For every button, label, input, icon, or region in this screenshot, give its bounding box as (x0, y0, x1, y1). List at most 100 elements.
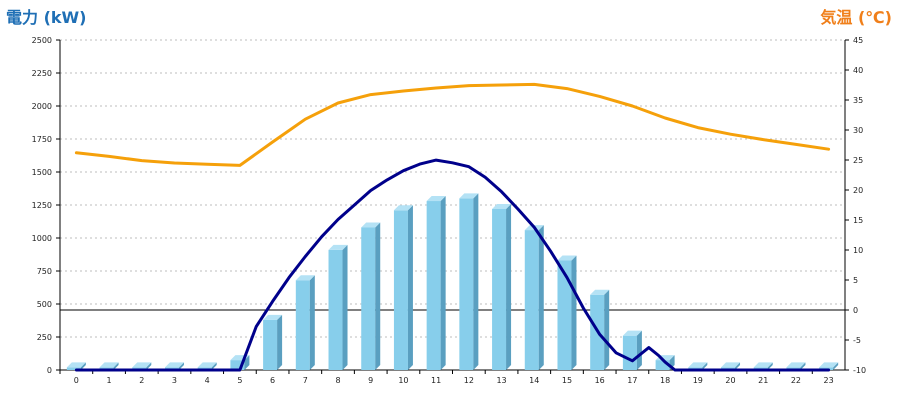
x-tick-label: 14 (529, 376, 539, 385)
bar-top (197, 362, 217, 368)
bar[interactable] (393, 210, 408, 370)
temperature-line (74, 82, 831, 167)
bar[interactable] (263, 319, 278, 370)
bar-top (328, 244, 348, 250)
power-line (74, 158, 831, 372)
bar[interactable] (655, 360, 670, 370)
bar-side (636, 330, 642, 370)
bar-side (767, 362, 773, 370)
bar-side (604, 289, 610, 370)
right-tick-label: 45 (853, 36, 863, 45)
x-tick-label: 20 (725, 376, 735, 385)
x-tick-label: 10 (398, 376, 408, 385)
bar-side (506, 203, 512, 370)
x-tick-label: 4 (205, 376, 210, 385)
x-tick-label: 9 (368, 376, 373, 385)
bar-side (277, 314, 283, 370)
right-tick-label: 10 (853, 246, 863, 255)
bar[interactable] (426, 201, 441, 370)
bar-top (361, 222, 381, 228)
bar-side (211, 362, 217, 370)
bar-top (295, 275, 315, 281)
bar-side (833, 362, 839, 370)
bar-top (459, 193, 479, 199)
bar[interactable] (524, 230, 539, 370)
x-tick-label: 12 (464, 376, 474, 385)
right-tick-label: 25 (853, 156, 863, 165)
left-tick-label: 500 (37, 300, 52, 309)
bar-side (244, 355, 250, 370)
bar-side (571, 255, 577, 370)
x-tick-label: 0 (74, 376, 79, 385)
bar-side (702, 362, 708, 370)
bar-top (622, 330, 642, 336)
left-tick-label: 1250 (32, 201, 52, 210)
x-tick-label: 3 (172, 376, 177, 385)
right-tick-label: 0 (853, 306, 858, 315)
left-axis-title: 電力 (kW) (6, 8, 87, 27)
bar-top (492, 203, 512, 209)
bar-top (426, 196, 446, 202)
right-axis-title: 気温 (℃) (820, 8, 892, 27)
left-tick-label: 2000 (32, 102, 52, 111)
x-tick-label: 17 (627, 376, 637, 385)
bar-side (309, 275, 315, 370)
x-tick-label: 21 (758, 376, 768, 385)
x-tick-label: 22 (791, 376, 801, 385)
bar-side (375, 222, 381, 370)
bar[interactable] (492, 208, 507, 370)
bar[interactable] (361, 227, 376, 370)
x-tick-label: 16 (595, 376, 605, 385)
bar-top (819, 362, 839, 368)
bar-side (735, 362, 741, 370)
bar[interactable] (230, 360, 245, 370)
bar-side (113, 362, 119, 370)
bar-top (263, 314, 283, 320)
right-tick-label: -10 (853, 366, 866, 375)
bar[interactable] (295, 280, 310, 370)
right-tick-label: -5 (853, 336, 861, 345)
right-tick-label: 20 (853, 186, 863, 195)
x-tick-label: 1 (107, 376, 112, 385)
left-tick-label: 1000 (32, 234, 52, 243)
left-tick-label: 1750 (32, 135, 52, 144)
x-tick-label: 13 (496, 376, 506, 385)
x-tick-label: 18 (660, 376, 670, 385)
bar-top (164, 362, 184, 368)
bar-top (688, 362, 708, 368)
bar-top (721, 362, 741, 368)
left-tick-label: 1500 (32, 168, 52, 177)
x-tick-label: 8 (335, 376, 340, 385)
x-tick-label: 6 (270, 376, 275, 385)
bar[interactable] (622, 335, 637, 370)
bar[interactable] (459, 198, 474, 370)
bar[interactable] (328, 249, 343, 370)
bar[interactable] (557, 260, 572, 370)
bar-top (753, 362, 773, 368)
x-tick-label: 19 (693, 376, 703, 385)
left-tick-label: 750 (37, 267, 52, 276)
x-tick-label: 23 (824, 376, 834, 385)
bar-top (132, 362, 152, 368)
left-tick-label: 0 (47, 366, 52, 375)
bar-top (99, 362, 119, 368)
bar-top (66, 362, 86, 368)
bar-top (590, 289, 610, 295)
left-tick-label: 2500 (32, 36, 52, 45)
right-tick-label: 40 (853, 66, 863, 75)
bar-top (557, 255, 577, 261)
x-tick-label: 11 (431, 376, 441, 385)
right-tick-label: 5 (853, 276, 858, 285)
bar-top (786, 362, 806, 368)
bar-side (407, 205, 413, 370)
x-tick-label: 5 (237, 376, 242, 385)
bar-side (178, 362, 184, 370)
left-tick-label: 2250 (32, 69, 52, 78)
bar[interactable] (66, 367, 81, 370)
bar-side (146, 362, 152, 370)
right-tick-label: 30 (853, 126, 863, 135)
bar-side (342, 244, 348, 370)
bar-side (473, 193, 479, 370)
left-tick-label: 250 (37, 333, 52, 342)
